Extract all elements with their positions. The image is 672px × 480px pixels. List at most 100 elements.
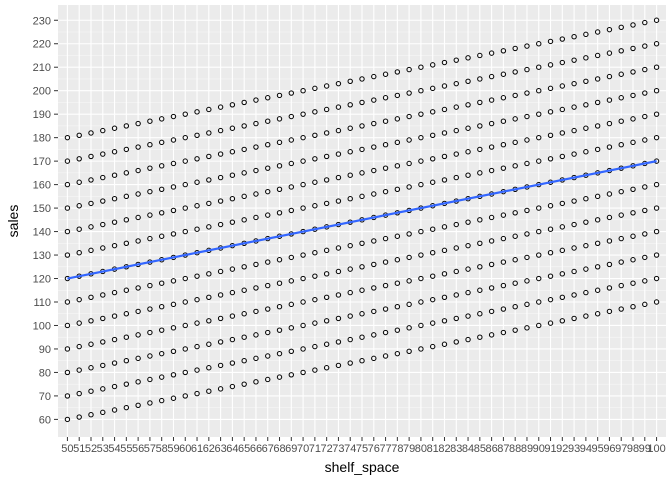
data-point <box>123 193 130 200</box>
data-point <box>288 254 295 261</box>
data-point <box>394 163 401 169</box>
data-point <box>594 217 601 223</box>
fit-line-group <box>67 160 657 280</box>
data-point <box>182 369 188 376</box>
data-point <box>477 123 483 129</box>
data-point <box>547 132 554 139</box>
data-point <box>418 134 424 141</box>
data-point <box>559 59 566 66</box>
x-tick-label: 74 <box>344 443 356 455</box>
x-tick-label: 88 <box>509 443 521 455</box>
data-point <box>88 318 94 324</box>
data-point <box>194 367 200 373</box>
data-point <box>182 393 188 399</box>
data-point <box>536 205 542 211</box>
data-point <box>64 228 71 235</box>
data-point <box>642 231 648 237</box>
data-point <box>123 240 130 247</box>
data-point <box>594 311 601 317</box>
data-point <box>76 226 82 232</box>
data-point <box>465 78 471 85</box>
data-point <box>229 125 236 131</box>
data-point <box>500 235 507 242</box>
data-point <box>229 219 236 225</box>
data-points <box>64 17 660 423</box>
x-tick-label: 84 <box>462 443 474 455</box>
data-point <box>217 198 224 204</box>
data-point <box>594 287 601 293</box>
data-point <box>241 99 247 106</box>
data-point <box>288 278 295 284</box>
data-point <box>559 294 566 301</box>
data-point <box>323 153 330 160</box>
data-point <box>441 177 448 183</box>
data-point <box>182 275 188 282</box>
y-tick-label: 190 <box>33 109 51 121</box>
data-point <box>229 149 236 155</box>
data-point <box>265 212 271 218</box>
data-point <box>217 127 224 134</box>
data-point <box>241 264 247 270</box>
x-tick-label: 98 <box>627 443 639 455</box>
data-point <box>111 360 118 366</box>
data-point <box>265 282 271 289</box>
data-point <box>288 184 295 190</box>
data-point <box>347 242 353 249</box>
data-point <box>100 362 106 369</box>
data-point <box>147 188 153 195</box>
data-point <box>653 181 660 188</box>
y-tick-label: 220 <box>33 39 51 51</box>
data-point <box>170 372 177 378</box>
data-point <box>170 184 177 190</box>
x-tick-label: 93 <box>568 443 580 455</box>
data-point <box>347 78 353 85</box>
x-tick-label: 60 <box>179 443 191 455</box>
data-point <box>76 367 82 373</box>
data-point <box>253 308 259 315</box>
data-point <box>182 205 188 211</box>
data-point <box>64 346 71 352</box>
x-tick-label: 58 <box>156 443 168 455</box>
data-point <box>265 306 271 312</box>
data-point <box>88 365 94 371</box>
data-point <box>335 80 342 87</box>
data-point <box>276 139 283 146</box>
data-point <box>300 205 306 211</box>
data-point <box>630 22 636 28</box>
data-point <box>547 273 554 279</box>
data-point <box>418 181 424 188</box>
data-point <box>194 320 200 326</box>
data-point <box>111 383 118 390</box>
data-point <box>288 325 295 331</box>
data-point <box>300 346 306 352</box>
x-tick-label: 94 <box>580 443 592 455</box>
y-tick-label: 210 <box>33 62 51 74</box>
data-point <box>406 301 412 308</box>
data-point <box>265 141 271 148</box>
data-point <box>524 66 530 73</box>
data-point <box>253 214 259 221</box>
data-point <box>229 313 236 319</box>
data-point <box>323 177 330 183</box>
data-point <box>653 299 660 305</box>
data-point <box>276 303 283 310</box>
x-tick-label: 50 <box>61 443 73 455</box>
data-point <box>229 360 236 366</box>
data-point <box>312 85 318 92</box>
data-point <box>630 92 636 99</box>
data-point <box>253 379 259 385</box>
data-point <box>583 195 589 202</box>
data-point <box>241 193 247 200</box>
data-point <box>135 214 141 221</box>
data-point <box>276 257 283 263</box>
data-point <box>583 266 589 272</box>
data-point <box>429 249 436 256</box>
data-point <box>559 83 566 89</box>
data-point <box>182 158 188 164</box>
x-tick-label: 97 <box>615 443 627 455</box>
data-point <box>147 118 153 124</box>
data-point <box>418 252 424 258</box>
data-point <box>88 130 94 136</box>
x-tick-label: 73 <box>332 443 344 455</box>
data-point <box>429 320 436 326</box>
